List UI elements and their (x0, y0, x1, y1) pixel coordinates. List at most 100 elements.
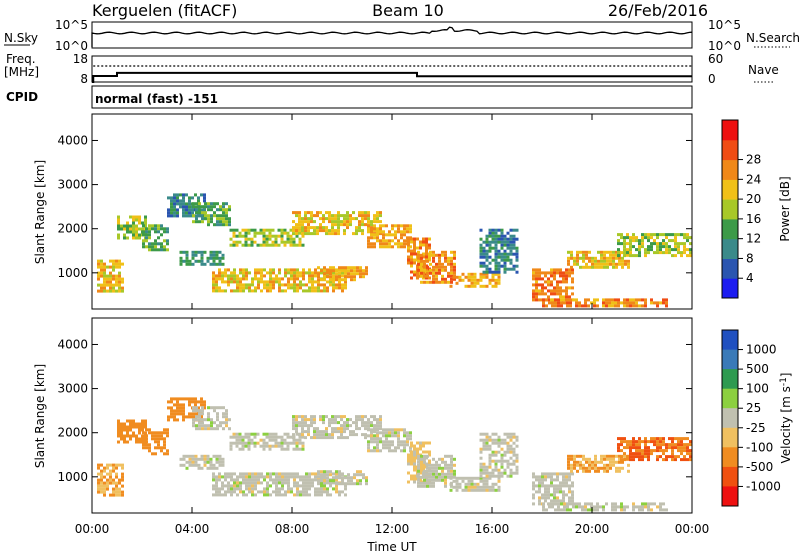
echo-cell (562, 289, 565, 293)
echo-cell (417, 274, 420, 278)
echo-cell (322, 217, 325, 221)
echo-cell (600, 466, 603, 470)
echo-cell (570, 256, 573, 260)
echo-cell (397, 227, 400, 231)
echo-cell (347, 476, 350, 480)
echo-cell (515, 438, 519, 442)
echo-cell (176, 202, 179, 206)
echo-cell (382, 236, 385, 240)
echo-cell (585, 460, 588, 464)
echo-cell (182, 409, 185, 413)
echo-cell (650, 245, 653, 249)
echo-cell (225, 220, 228, 224)
echo-cell (359, 482, 362, 486)
echo-cell (544, 280, 547, 284)
echo-cell (192, 205, 195, 209)
echo-cell (550, 472, 553, 476)
echo-cell (470, 278, 474, 282)
echo-cell (292, 418, 295, 422)
echo-cell (447, 259, 450, 263)
echo-cell (544, 493, 547, 497)
echo-cell (361, 424, 364, 428)
echo-cell (349, 217, 352, 221)
echo-cell (479, 272, 483, 276)
echo-cell (385, 233, 388, 237)
echo-cell (615, 262, 618, 266)
echo-cell (308, 472, 311, 476)
echo-cell (260, 271, 263, 275)
echo-cell (334, 427, 337, 431)
echo-cell (245, 478, 248, 482)
echo-cell (479, 275, 483, 279)
echo-cell (429, 463, 432, 467)
echo-cell (450, 259, 453, 263)
echo-cell (329, 269, 332, 273)
echo-cell (100, 274, 103, 278)
echo-cell (118, 274, 121, 278)
echo-cell (271, 432, 275, 436)
echo-cell (565, 271, 568, 275)
echo-cell (284, 271, 287, 275)
echo-cell (638, 440, 641, 444)
echo-cell (578, 304, 581, 308)
echo-cell (129, 224, 132, 228)
echo-cell (568, 496, 571, 500)
echo-cell (311, 289, 314, 293)
echo-cell (352, 430, 355, 434)
echo-cell (441, 457, 444, 461)
echo-cell (429, 472, 432, 476)
echo-cell (115, 277, 118, 281)
echo-cell (582, 265, 585, 269)
echo-cell (145, 233, 148, 237)
echo-cell (227, 283, 230, 287)
echo-cell (323, 481, 326, 485)
echo-cell (302, 475, 305, 479)
echo-cell (571, 493, 574, 497)
echo-cell (567, 466, 570, 470)
echo-cell (432, 256, 435, 260)
echo-cell (121, 475, 124, 479)
echo-cell (326, 289, 329, 293)
echo-cell (419, 459, 422, 463)
echo-cell (132, 230, 135, 234)
echo-cell (362, 476, 365, 480)
echo-cell (674, 245, 677, 249)
echo-cell (532, 292, 535, 296)
echo-cell (584, 298, 587, 302)
echo-cell (242, 274, 245, 278)
echo-cell (350, 275, 353, 279)
echo-cell (232, 243, 236, 247)
echo-cell (620, 242, 623, 246)
echo-cell (485, 468, 489, 472)
echo-cell (323, 275, 326, 279)
echo-cell (573, 463, 576, 467)
echo-cell (118, 463, 121, 467)
echo-cell (239, 280, 242, 284)
echo-cell (201, 412, 204, 416)
echo-cell (417, 472, 420, 476)
echo-cell (212, 259, 216, 263)
echo-cell (450, 268, 453, 272)
echo-cell (210, 202, 213, 206)
echo-cell (425, 441, 428, 445)
echo-cell (227, 277, 230, 281)
echo-cell (554, 502, 557, 506)
echo-cell (494, 243, 498, 247)
echo-cell (425, 252, 428, 256)
echo-cell (506, 243, 510, 247)
echo-cell (126, 440, 129, 444)
echo-cell (367, 211, 370, 215)
echo-cell (160, 449, 163, 453)
echo-cell (575, 298, 578, 302)
echo-cell (163, 431, 166, 435)
echo-cell (617, 248, 620, 252)
echo-cell (618, 259, 621, 263)
echo-cell (332, 271, 335, 275)
echo-cell (689, 458, 692, 462)
echo-cell (239, 472, 242, 476)
echo-cell (216, 415, 219, 419)
echo-cell (329, 275, 332, 279)
echo-cell (566, 502, 569, 506)
echo-cell (144, 215, 147, 219)
echo-cell (400, 224, 403, 228)
